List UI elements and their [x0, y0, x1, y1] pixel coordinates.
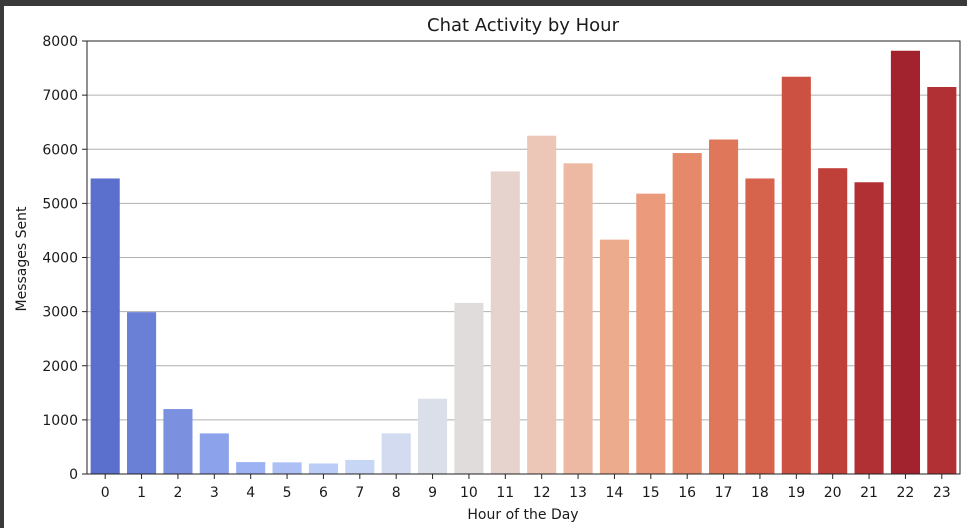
y-tick-label-6: 6000 — [42, 142, 78, 158]
x-tick-label-19: 19 — [787, 485, 805, 501]
x-axis-label: Hour of the Day — [467, 507, 578, 523]
x-tick-label-1: 1 — [137, 485, 146, 501]
x-tick-label-22: 22 — [897, 485, 915, 501]
x-tick-label-23: 23 — [933, 485, 951, 501]
y-tick-label-8: 8000 — [42, 34, 78, 50]
x-tick-label-14: 14 — [606, 485, 624, 501]
axes — [82, 40, 961, 479]
bar-hour-21 — [854, 182, 884, 475]
y-tick-label-5: 5000 — [42, 196, 78, 212]
x-tick-label-3: 3 — [210, 485, 219, 501]
x-tick-label-9: 9 — [428, 485, 437, 501]
bar-hour-5 — [272, 462, 302, 474]
y-tick-label-4: 4000 — [42, 251, 78, 267]
x-tick-label-7: 7 — [355, 485, 364, 501]
bar-hour-8 — [381, 433, 411, 474]
y-tick-label-1: 1000 — [42, 413, 78, 429]
bar-hour-23 — [927, 87, 957, 474]
x-tick-label-20: 20 — [824, 485, 842, 501]
bar-hour-20 — [818, 168, 848, 474]
bar-hour-6 — [308, 463, 338, 474]
x-tick-label-5: 5 — [283, 485, 292, 501]
y-tick-label-3: 3000 — [42, 305, 78, 321]
plot-frame — [86, 40, 961, 475]
bar-hour-0 — [90, 178, 120, 475]
bar-hour-16 — [672, 153, 702, 474]
x-tick-label-12: 12 — [533, 485, 551, 501]
x-tick-label-15: 15 — [642, 485, 660, 501]
x-tick-labels: 0 1 2 3 4 5 6 7 8 9 10 11 12 13 14 15 16 17 18 19 20 21 22 23 — [101, 485, 951, 501]
x-tick-label-16: 16 — [678, 485, 696, 501]
x-tick-label-2: 2 — [173, 485, 182, 501]
chart-title: Chat Activity by Hour — [427, 15, 620, 36]
y-tick-label-2: 2000 — [42, 359, 78, 375]
y-tick-label-7: 7000 — [42, 88, 78, 104]
x-tick-label-17: 17 — [715, 485, 733, 501]
window-left-border — [0, 0, 4, 528]
bar-hour-11 — [490, 171, 520, 474]
y-axis-label: Messages Sent — [14, 206, 30, 311]
x-tick-label-4: 4 — [246, 485, 255, 501]
bar-hour-4 — [236, 462, 266, 474]
window-top-border — [0, 0, 967, 6]
bar-hour-3 — [199, 433, 229, 474]
bar-hour-7 — [345, 459, 375, 474]
bar-hour-1 — [127, 312, 157, 474]
bar-hour-13 — [563, 163, 593, 474]
bar-hour-14 — [599, 239, 629, 474]
bars — [90, 50, 957, 475]
bar-hour-15 — [636, 193, 666, 474]
bar-hour-18 — [745, 178, 775, 475]
x-tick-label-10: 10 — [460, 485, 478, 501]
x-tick-label-6: 6 — [319, 485, 328, 501]
x-tick-label-13: 13 — [569, 485, 587, 501]
bar-hour-10 — [454, 302, 484, 474]
bar-hour-22 — [890, 50, 920, 475]
x-tick-label-21: 21 — [860, 485, 878, 501]
x-tick-label-8: 8 — [392, 485, 401, 501]
y-tick-label-0: 0 — [69, 467, 78, 483]
bar-hour-9 — [418, 398, 448, 474]
bar-hour-12 — [527, 135, 557, 474]
x-tick-label-18: 18 — [751, 485, 769, 501]
y-tick-labels: 0 1000 2000 3000 4000 5000 6000 7000 8000 — [42, 34, 78, 483]
bar-hour-19 — [781, 76, 811, 474]
x-tick-label-11: 11 — [496, 485, 514, 501]
bar-hour-2 — [163, 409, 193, 474]
bar-hour-17 — [709, 139, 739, 474]
x-tick-label-0: 0 — [101, 485, 110, 501]
